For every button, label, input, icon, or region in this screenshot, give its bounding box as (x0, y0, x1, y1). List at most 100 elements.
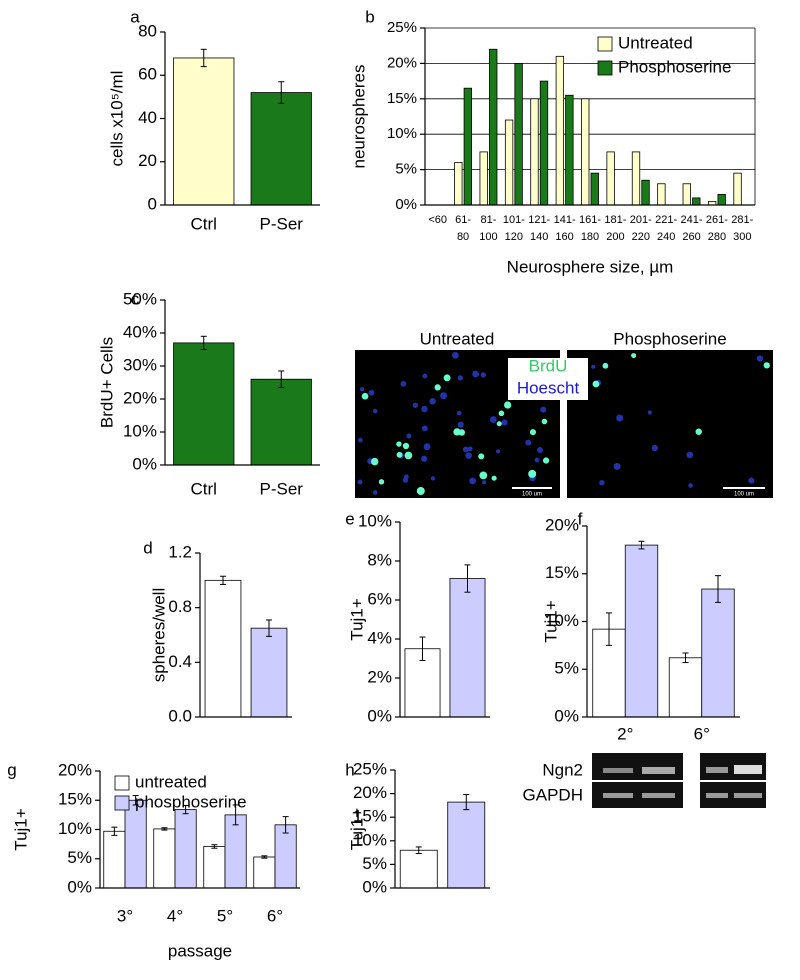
panel-label: e (345, 509, 354, 528)
nucleus (372, 490, 378, 495)
cell-dots (357, 352, 770, 495)
legend-swatch (114, 775, 130, 791)
error-bar (220, 575, 226, 585)
brdu-cell (528, 469, 537, 478)
nucleus (422, 373, 428, 379)
error-bar (200, 335, 207, 350)
nucleus (467, 446, 473, 452)
panel-label: f (578, 509, 583, 528)
y-tick-label: 6% (367, 589, 392, 608)
y-tick-label: 5% (554, 659, 579, 678)
bar (224, 814, 247, 889)
nucleus (457, 375, 464, 381)
gel-row-label: GAPDH (523, 785, 583, 804)
y-tick-label: 8% (367, 550, 392, 569)
nucleus (534, 457, 540, 463)
y-axis-title: Tuj1+ (347, 808, 366, 850)
y-tick-label: 1.2 (168, 542, 192, 561)
bar (204, 579, 242, 718)
nucleus (686, 451, 694, 459)
gel-band (642, 767, 675, 774)
x-tick-label: 6° (267, 906, 283, 925)
micrograph-panel: Untreated Phosphoserine BrdU Hoescht 100… (355, 329, 773, 498)
nucleus (421, 425, 428, 432)
error-bar (419, 636, 426, 661)
y-tick-label: 0% (132, 454, 157, 473)
bar (274, 824, 297, 889)
nucleus (457, 421, 464, 428)
brdu-cell (496, 421, 502, 427)
nucleus (429, 398, 436, 405)
y-tick-label: 50% (123, 289, 157, 308)
brdu-cell (592, 380, 600, 388)
y-tick-label: 20% (387, 54, 417, 71)
y-axis-title: neurospheres (349, 65, 368, 169)
nucleus (651, 444, 658, 452)
stain-label: BrdU (529, 356, 568, 375)
x-tick-label: Ctrl (191, 479, 217, 498)
bar (504, 119, 514, 206)
error-bar (161, 827, 168, 831)
error-bar (605, 612, 612, 646)
panel-label: d (143, 538, 152, 557)
nucleus (430, 476, 436, 481)
bar (657, 183, 666, 206)
nucleus (599, 479, 605, 486)
bar (717, 193, 726, 206)
x-tick-label: 261-280 (706, 214, 728, 243)
x-tick-label: 6° (694, 724, 710, 743)
nucleus (357, 437, 363, 443)
bar (530, 98, 539, 206)
y-axis-title: Tuj1+ (347, 598, 366, 640)
nucleus (647, 410, 652, 415)
error-bar (278, 370, 285, 388)
y-tick-label: 15% (545, 563, 579, 582)
nucleus (400, 380, 407, 387)
brdu-cell (478, 453, 485, 460)
y-tick-label: 40% (123, 322, 157, 341)
legend-label: untreated (135, 772, 207, 791)
bar (250, 627, 288, 718)
y-tick-label: 4% (367, 628, 392, 647)
y-tick-label: 0.4 (168, 652, 192, 671)
bar (479, 151, 488, 206)
nucleus (452, 352, 459, 359)
brdu-cell (491, 475, 497, 481)
y-tick-label: 10% (358, 511, 392, 530)
brdu-cell (396, 441, 402, 447)
bar (606, 151, 615, 206)
gel-band (603, 793, 633, 798)
nucleus (469, 477, 476, 485)
x-tick-label: 121-140 (528, 214, 550, 243)
bar (682, 183, 691, 206)
nucleus (489, 416, 497, 423)
y-tick-label: 0% (395, 196, 417, 213)
brdu-cell (763, 362, 770, 369)
y-tick-label: 0.0 (168, 706, 192, 725)
gel-band (706, 793, 728, 798)
bar (631, 151, 641, 206)
brdu-cell (396, 451, 403, 458)
x-tick-label: 4° (167, 906, 183, 925)
y-tick-label: 5% (67, 848, 92, 867)
nucleus (525, 439, 532, 446)
bar (124, 799, 147, 889)
y-tick-label: 20% (58, 760, 92, 779)
micrograph-title: Phosphoserine (613, 329, 726, 348)
x-tick-label: 5° (217, 906, 233, 925)
nucleus (540, 406, 547, 413)
bar (454, 162, 463, 206)
y-tick-label: 40 (138, 108, 157, 127)
panel-label: b (365, 7, 374, 26)
y-tick-label: 30% (123, 355, 157, 374)
brdu-cell (416, 487, 425, 495)
gel-band (642, 793, 675, 798)
bar (565, 94, 574, 206)
gel-band (603, 768, 633, 773)
bar (641, 179, 650, 206)
y-tick-label: 0 (148, 194, 157, 213)
y-tick-label: 0% (367, 706, 392, 725)
y-tick-label: 15% (387, 90, 417, 107)
bar (174, 809, 197, 889)
